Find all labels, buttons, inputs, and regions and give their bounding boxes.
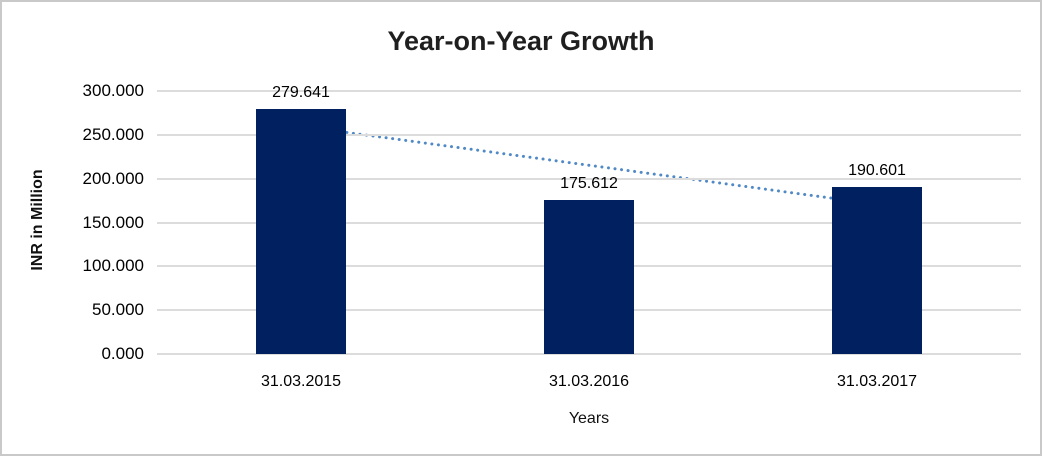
bar-value-label: 279.641 [272, 83, 330, 101]
y-tick-label: 200.000 [82, 168, 144, 188]
y-tick-label: 100.000 [82, 256, 144, 276]
y-tick-label: 0.000 [101, 344, 144, 363]
bar [256, 108, 346, 354]
x-axis-title: Years [568, 410, 610, 427]
x-tick-label: 31.03.2017 [836, 373, 918, 390]
x-tick-label: 31.03.2015 [260, 373, 342, 390]
gridline [157, 133, 1021, 136]
y-tick-label: 50.000 [92, 300, 144, 320]
y-tick-label: 300.000 [82, 81, 144, 100]
y-tick-label: 250.000 [82, 124, 144, 144]
gridline [157, 177, 1021, 180]
y-tick-label: 150.000 [82, 212, 144, 232]
bar [544, 200, 634, 354]
gridline [157, 90, 1021, 92]
bar-value-label: 175.612 [560, 175, 618, 193]
chart-title: Year-on-Year Growth [387, 26, 655, 56]
gridline [157, 353, 1021, 355]
bar-value-label: 190.601 [848, 161, 906, 179]
bar [832, 186, 922, 354]
x-tick-label: 31.03.2016 [548, 373, 630, 390]
